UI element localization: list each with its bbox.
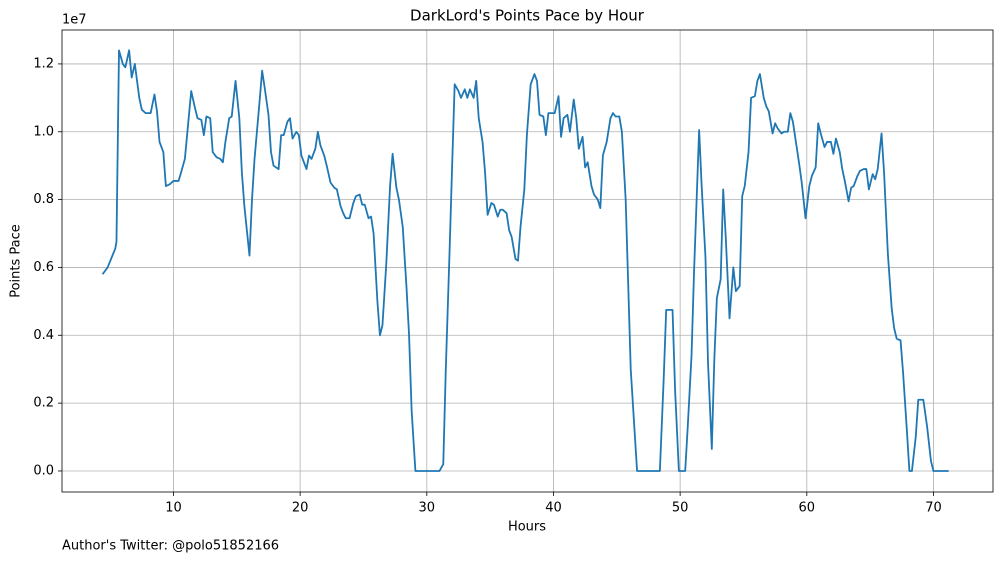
y-tick-label: 1.0 (33, 124, 54, 139)
y-axis-label: Points Pace (9, 224, 24, 298)
chart-title: DarkLord's Points Pace by Hour (410, 7, 645, 25)
data-line (101, 49, 949, 472)
y-tick-label: 0.2 (33, 396, 54, 411)
x-tick-label: 60 (799, 501, 816, 516)
x-tick-label: 40 (545, 501, 562, 516)
x-tick-label: 20 (292, 501, 309, 516)
y-offset-label: 1e7 (62, 13, 87, 28)
y-tick-label: 0.8 (33, 192, 54, 207)
y-tick-label: 0.0 (33, 463, 54, 478)
x-tick-label: 30 (419, 501, 436, 516)
y-tick-label: 0.4 (33, 328, 54, 343)
plot-frame (61, 29, 994, 493)
x-tick-label: 70 (925, 501, 942, 516)
footer: Author's Twitter: @polo51852166 (62, 539, 279, 554)
x-axis-label: Hours (508, 520, 546, 535)
x-tick-label: 10 (165, 501, 182, 516)
y-tick-label: 0.6 (33, 260, 54, 275)
y-tick-label: 1.2 (33, 56, 54, 71)
x-tick-label: 50 (672, 501, 689, 516)
